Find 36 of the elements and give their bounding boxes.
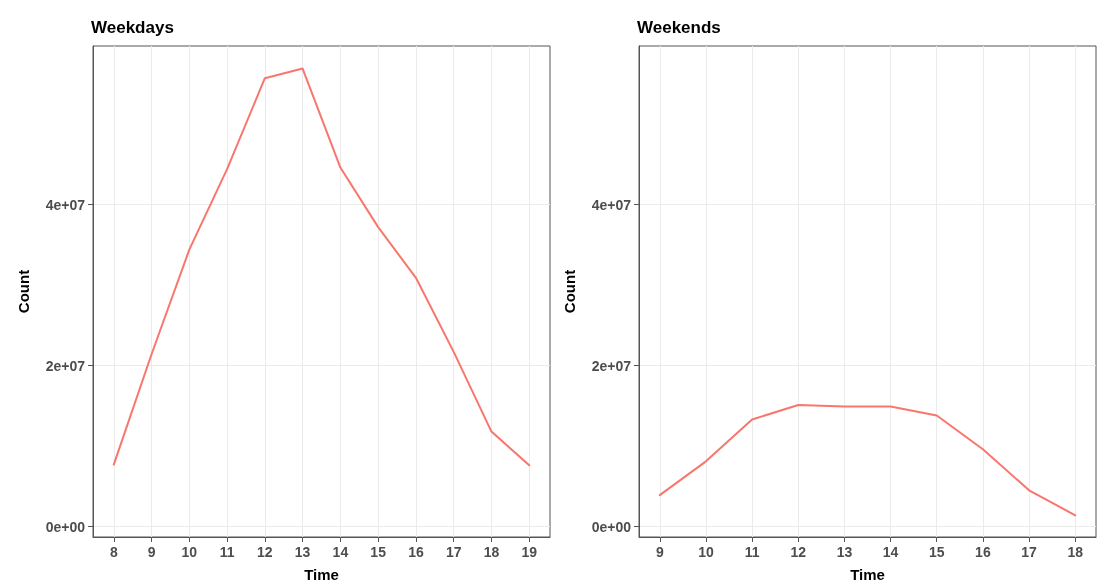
x-tick-label: 14 xyxy=(332,544,349,560)
x-tick-label: 14 xyxy=(882,544,899,560)
y-tick-label: 4e+07 xyxy=(591,196,632,213)
y-tick-label: 2e+07 xyxy=(591,357,632,374)
x-tick-label: 18 xyxy=(483,544,500,560)
x-tick-label: 13 xyxy=(836,544,853,560)
x-tick-label: 8 xyxy=(109,544,118,560)
x-tick-label: 16 xyxy=(408,544,424,560)
x-tick-label: 9 xyxy=(655,544,664,560)
x-tick-label: 11 xyxy=(744,544,760,560)
x-tick-label: 12 xyxy=(257,544,273,560)
x-tick-label: 15 xyxy=(928,544,945,560)
y-tick-label: 0e+00 xyxy=(591,518,632,535)
line-series xyxy=(658,403,1077,517)
x-tick-label: 17 xyxy=(445,544,462,560)
x-tick-label: 15 xyxy=(370,544,387,560)
x-tick-label: 18 xyxy=(1067,544,1084,560)
x-tick-label: 10 xyxy=(698,544,714,560)
chart-title: Weekends xyxy=(637,18,721,37)
chart-title: Weekdays xyxy=(91,18,174,37)
line-series xyxy=(112,67,531,467)
x-tick-label: 16 xyxy=(975,544,991,560)
x-tick-label: 10 xyxy=(181,544,198,560)
y-tick-label: 2e+07 xyxy=(45,357,86,374)
y-tick-label: 0e+00 xyxy=(45,518,86,535)
x-tick-label: 13 xyxy=(294,544,311,560)
x-tick-label: 19 xyxy=(521,544,538,560)
x-axis-title: Time xyxy=(850,566,885,583)
x-tick-label: 9 xyxy=(147,544,156,560)
x-tick-label: 17 xyxy=(1021,544,1038,560)
y-axis-title: Count xyxy=(561,269,578,314)
y-axis-title: Count xyxy=(15,269,32,314)
x-tick-label: 11 xyxy=(219,544,235,560)
x-tick-label: 12 xyxy=(790,544,807,560)
x-axis-title: Time xyxy=(304,566,339,583)
y-tick-label: 4e+07 xyxy=(45,196,86,213)
